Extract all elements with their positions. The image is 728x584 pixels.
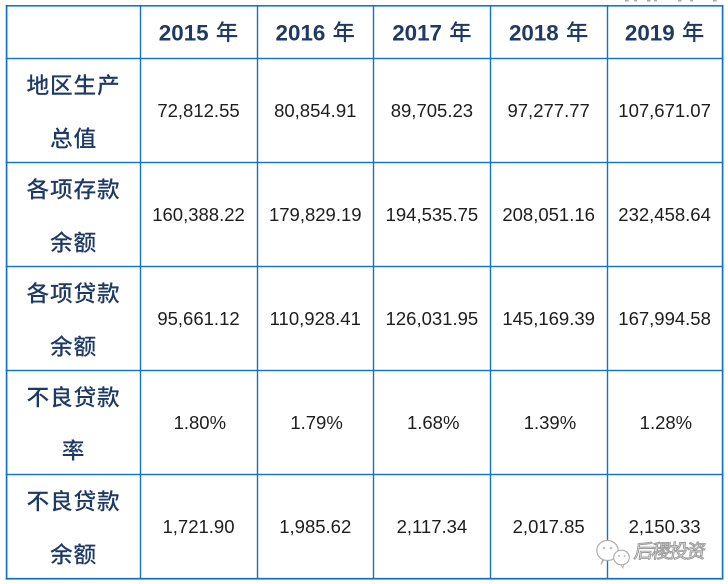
svg-text:1.68%: 1.68% [407, 412, 459, 433]
svg-text:1.28%: 1.28% [640, 412, 692, 433]
svg-text:110,928.41: 110,928.41 [270, 308, 361, 329]
svg-text:232,458.64: 232,458.64 [618, 204, 711, 225]
svg-text:72,812.55: 72,812.55 [157, 100, 239, 121]
svg-text:2019: 2019 [625, 20, 675, 45]
svg-text:2016: 2016 [276, 20, 326, 45]
svg-text:2,150.33: 2,150.33 [629, 516, 701, 537]
svg-text:2,017.85: 2,017.85 [513, 516, 585, 537]
svg-text:1.80%: 1.80% [174, 412, 226, 433]
svg-text:1,985.62: 1,985.62 [279, 516, 351, 537]
svg-text:160,388.22: 160,388.22 [152, 204, 245, 225]
svg-text:107,671.07: 107,671.07 [618, 100, 711, 121]
svg-text:95,661.12: 95,661.12 [157, 308, 239, 329]
svg-text:167,994.58: 167,994.58 [618, 308, 711, 329]
svg-text:126,031.95: 126,031.95 [386, 308, 479, 329]
svg-text:145,169.39: 145,169.39 [502, 308, 595, 329]
svg-text:2018: 2018 [509, 20, 559, 45]
svg-text:1.39%: 1.39% [524, 412, 576, 433]
svg-text:97,277.77: 97,277.77 [507, 100, 589, 121]
svg-text:194,535.75: 194,535.75 [386, 204, 479, 225]
svg-text:1.79%: 1.79% [290, 412, 342, 433]
svg-text:2,117.34: 2,117.34 [397, 516, 468, 537]
svg-text:1,721.90: 1,721.90 [162, 516, 234, 537]
svg-text:2015: 2015 [159, 20, 209, 45]
svg-text:179,829.19: 179,829.19 [269, 204, 362, 225]
svg-text:2017: 2017 [392, 20, 442, 45]
svg-text:208,051.16: 208,051.16 [502, 204, 595, 225]
svg-text:80,854.91: 80,854.91 [274, 100, 356, 121]
svg-text:89,705.23: 89,705.23 [391, 100, 473, 121]
